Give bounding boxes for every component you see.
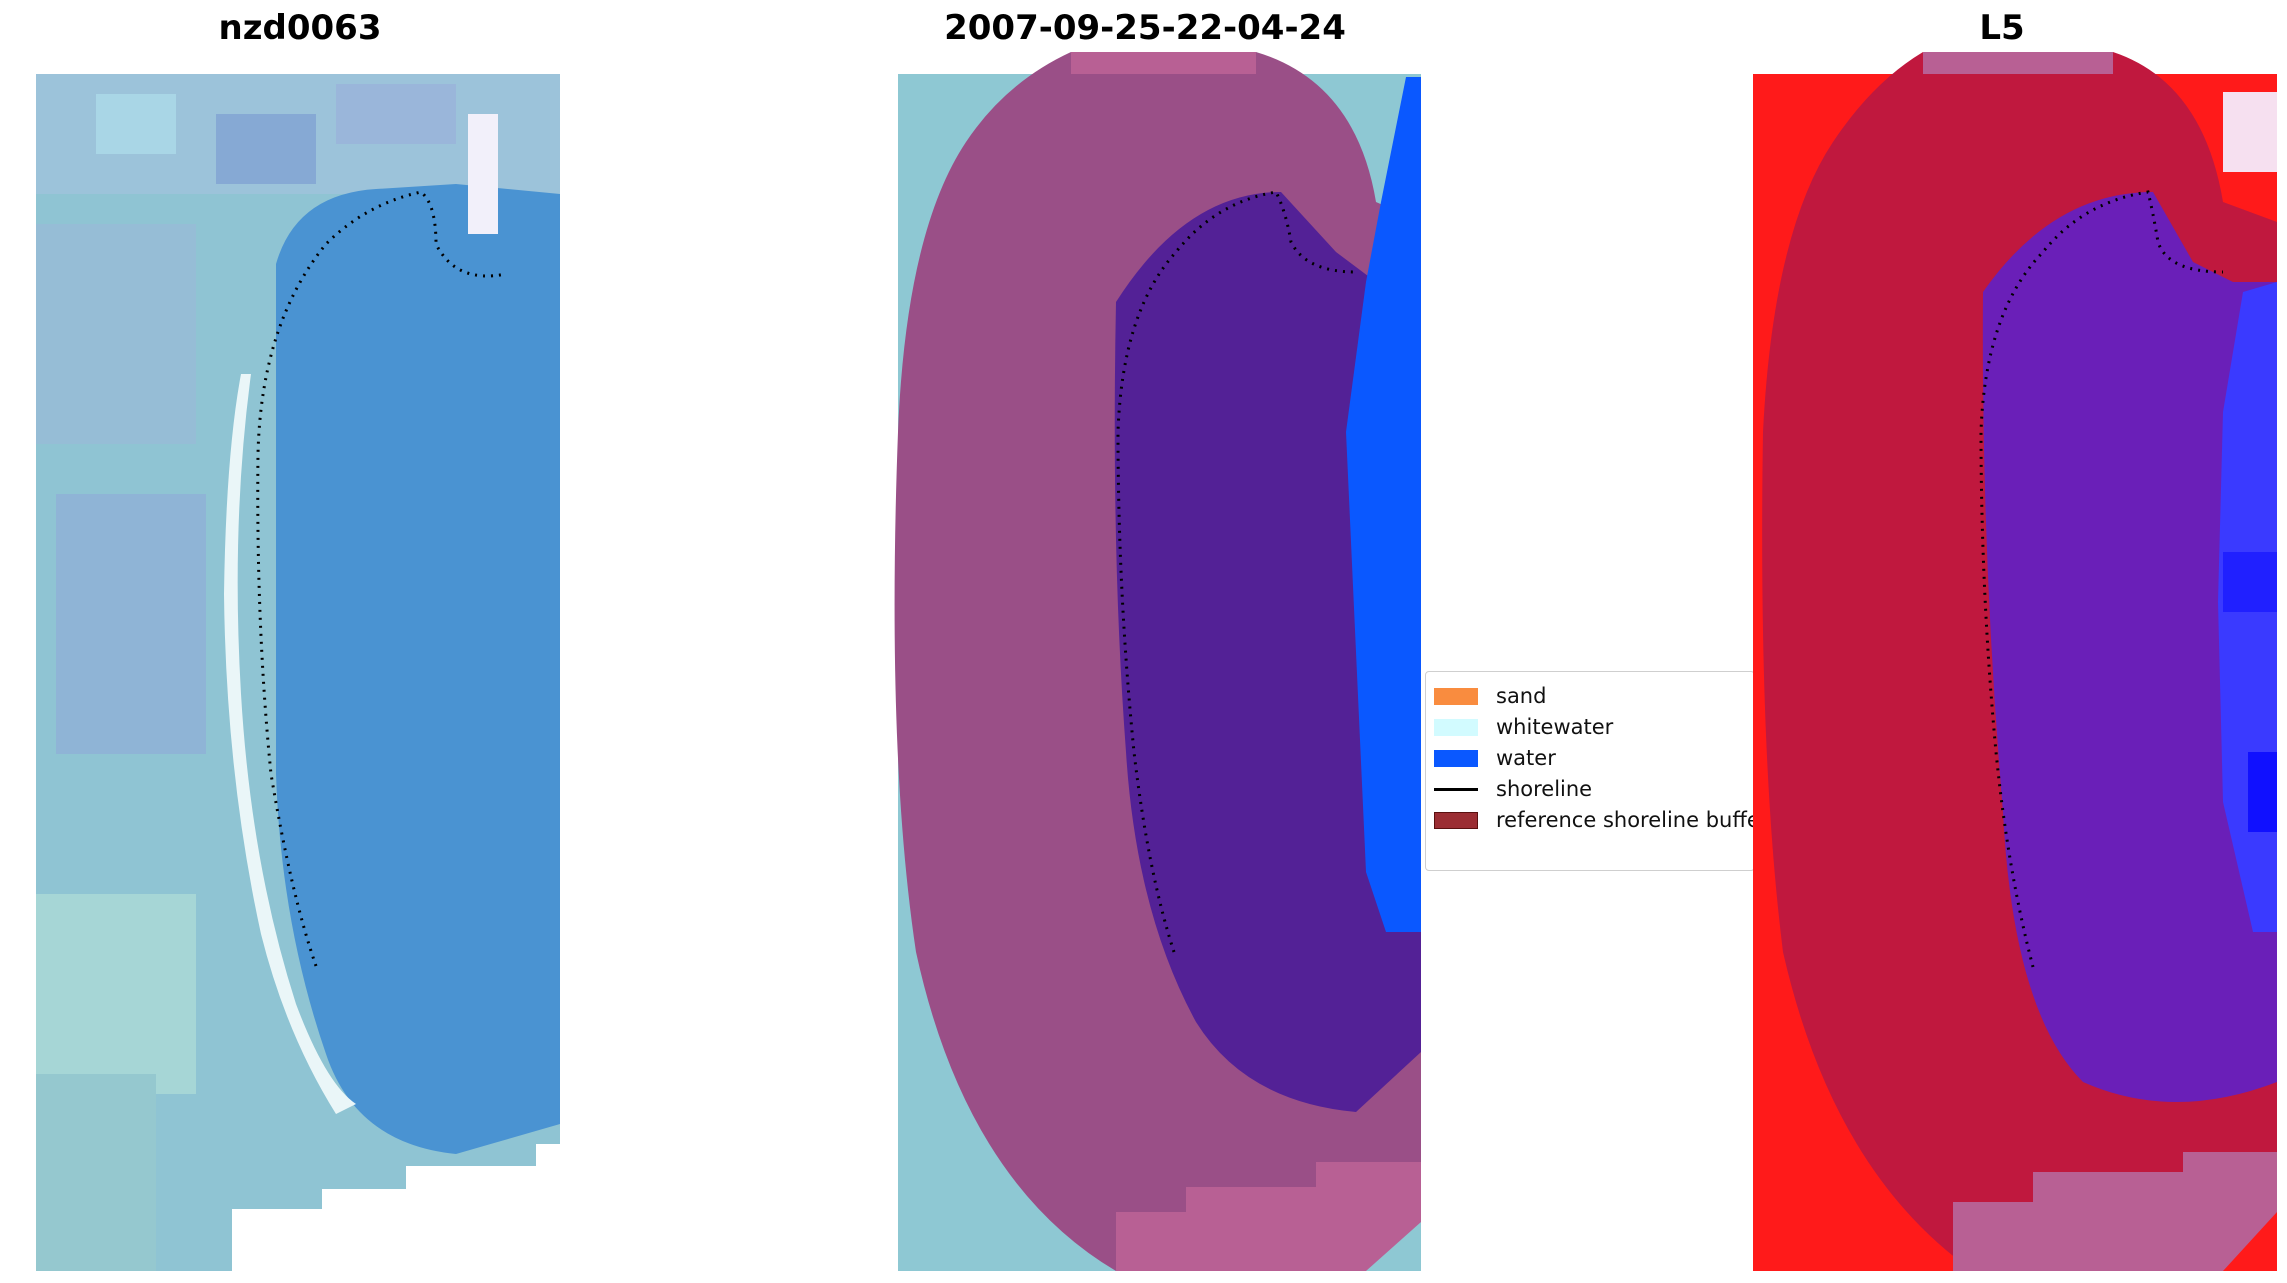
legend-swatch-water [1434,749,1478,767]
legend-item-sand: sand [1434,681,1546,711]
legend-swatch-whitewater [1434,718,1478,736]
legend: sand whitewater water shoreline referenc… [1425,671,1755,871]
panel-title-rgb: nzd0063 [218,8,382,48]
legend-swatch-reference-buffer [1434,811,1478,829]
legend-swatch-sand [1434,687,1478,705]
legend-label-shoreline: shoreline [1496,777,1593,801]
panel-title-classified: 2007-09-25-22-04-24 [944,8,1346,48]
rgb-satellite-image [36,74,560,1271]
legend-label-sand: sand [1496,684,1547,708]
legend-label-reference-buffer: reference shoreline buffer [1496,808,1755,832]
legend-label-water: water [1496,746,1556,770]
legend-line-shoreline [1434,787,1478,791]
legend-label-whitewater: whitewater [1496,715,1614,739]
legend-item-whitewater: whitewater [1434,712,1613,742]
ndwi-image [1753,52,2277,1271]
classified-image [894,52,1421,1271]
legend-item-water: water [1434,743,1556,773]
panel-title-ndwi: L5 [1979,8,2025,48]
legend-item-reference-buffer: reference shoreline buffer [1434,805,1755,835]
legend-item-shoreline: shoreline [1434,774,1592,804]
